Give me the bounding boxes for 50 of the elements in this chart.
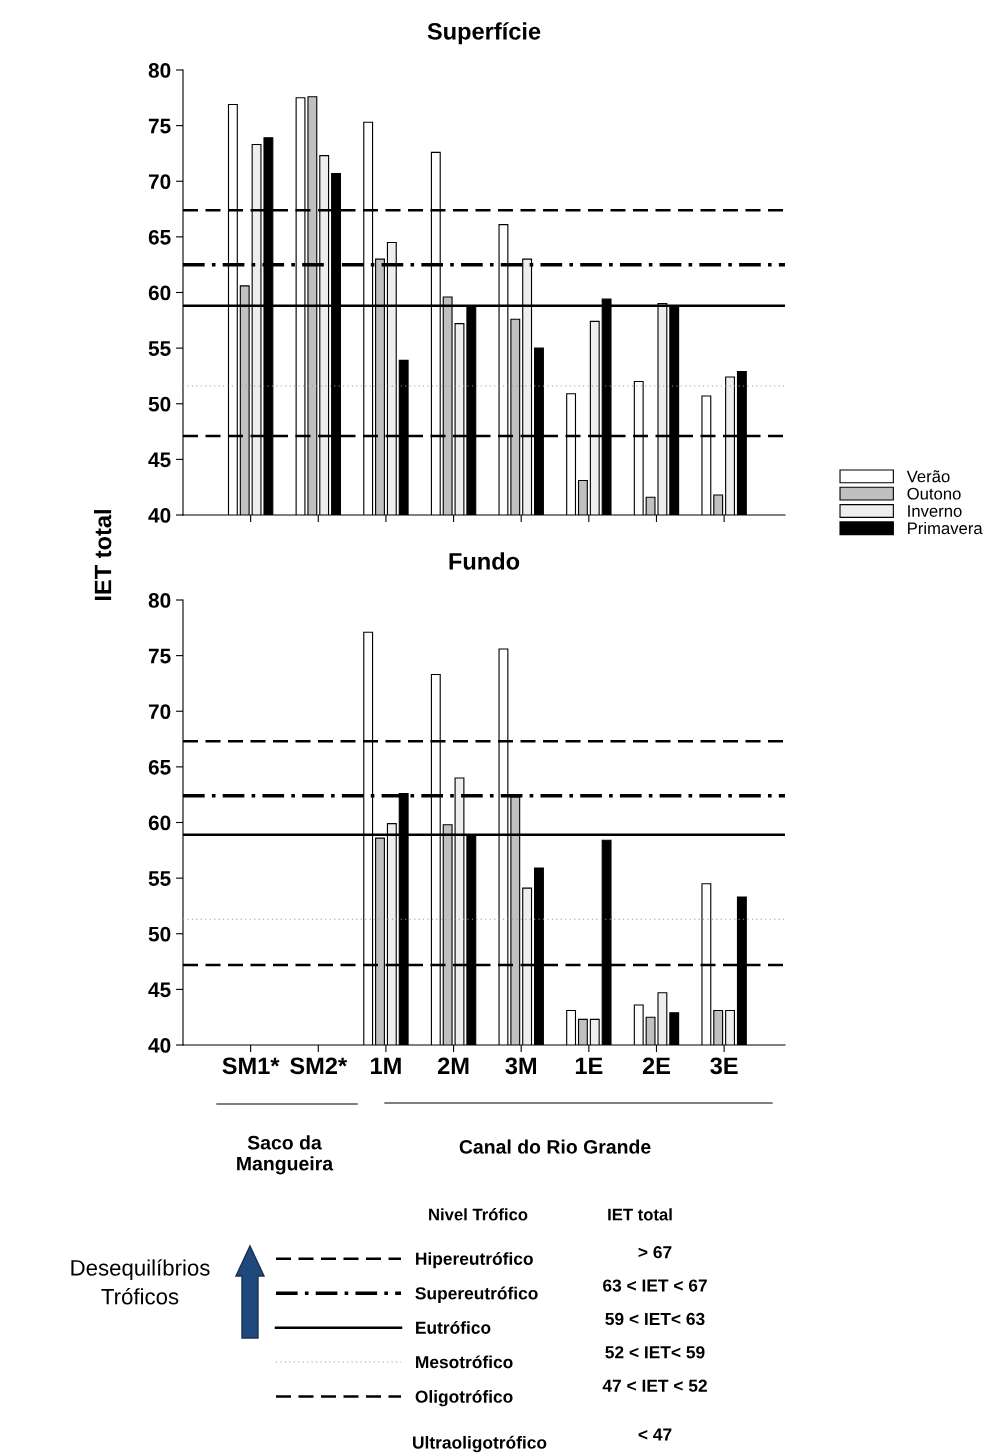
text: Canal do Rio Grande — [459, 1139, 651, 1154]
text: Nivel Trófico — [429, 1208, 528, 1221]
text: < 47 — [638, 1428, 672, 1441]
y-tick-label: 60 — [148, 285, 171, 301]
text: Supereutrófico — [415, 1286, 538, 1303]
y-tick-label: 80 — [148, 63, 171, 78]
y-tick-label: 60 — [148, 815, 171, 831]
y-tick-label: 55 — [148, 341, 171, 356]
y-axis-title: IET total — [94, 510, 112, 600]
x-tick-label: 2M — [437, 1057, 469, 1074]
text: IET total — [608, 1208, 672, 1221]
y-tick-label: 40 — [148, 508, 171, 523]
text: 63 < IET < 67 — [603, 1279, 707, 1292]
legend-label: Verão — [906, 470, 950, 483]
text: Eutrófico — [416, 1320, 491, 1334]
legend-label: Outono — [907, 487, 961, 500]
text: Hipereutrófico — [416, 1252, 533, 1269]
legend-label: Primavera — [908, 521, 983, 535]
y-tick-label: 70 — [148, 174, 171, 189]
y-tick-label: 70 — [148, 704, 171, 719]
y-tick-label: 55 — [148, 871, 171, 886]
text: Oligotrófico — [415, 1389, 513, 1407]
y-tick-label: 45 — [148, 452, 171, 468]
text: Ultraoligotrófico — [413, 1435, 547, 1453]
x-tick-label: 3E — [710, 1057, 738, 1075]
x-tick-label: 1M — [371, 1057, 401, 1074]
y-tick-label: 45 — [148, 982, 171, 998]
text: 52 < IET< 59 — [605, 1346, 705, 1359]
text: > 67 — [638, 1246, 672, 1259]
x-tick-label: SM2* — [290, 1057, 348, 1075]
text: 59 < IET< 63 — [605, 1312, 705, 1326]
y-tick-label: 50 — [148, 396, 171, 412]
x-tick-label: 3M — [505, 1057, 537, 1075]
chart-title: Fundo — [449, 552, 520, 570]
text: Saco da Mangueira — [237, 1135, 334, 1175]
x-tick-label: SM1* — [222, 1057, 280, 1075]
text: Desequilíbrios Tróficos — [71, 1259, 210, 1305]
text: 47 < IET < 52 — [602, 1379, 707, 1392]
x-tick-label: 1E — [575, 1057, 603, 1074]
x-tick-label: 2E — [642, 1057, 670, 1074]
y-tick-label: 40 — [148, 1038, 171, 1053]
chart-title: Superfície — [427, 22, 541, 45]
y-tick-label: 65 — [148, 759, 171, 775]
legend-label: Inverno — [908, 505, 962, 517]
y-tick-label: 75 — [148, 648, 171, 664]
y-tick-label: 50 — [148, 926, 171, 942]
y-tick-label: 75 — [148, 118, 171, 134]
text: Mesotrófico — [416, 1355, 513, 1369]
y-tick-label: 80 — [148, 593, 171, 608]
y-tick-label: 65 — [148, 229, 171, 245]
